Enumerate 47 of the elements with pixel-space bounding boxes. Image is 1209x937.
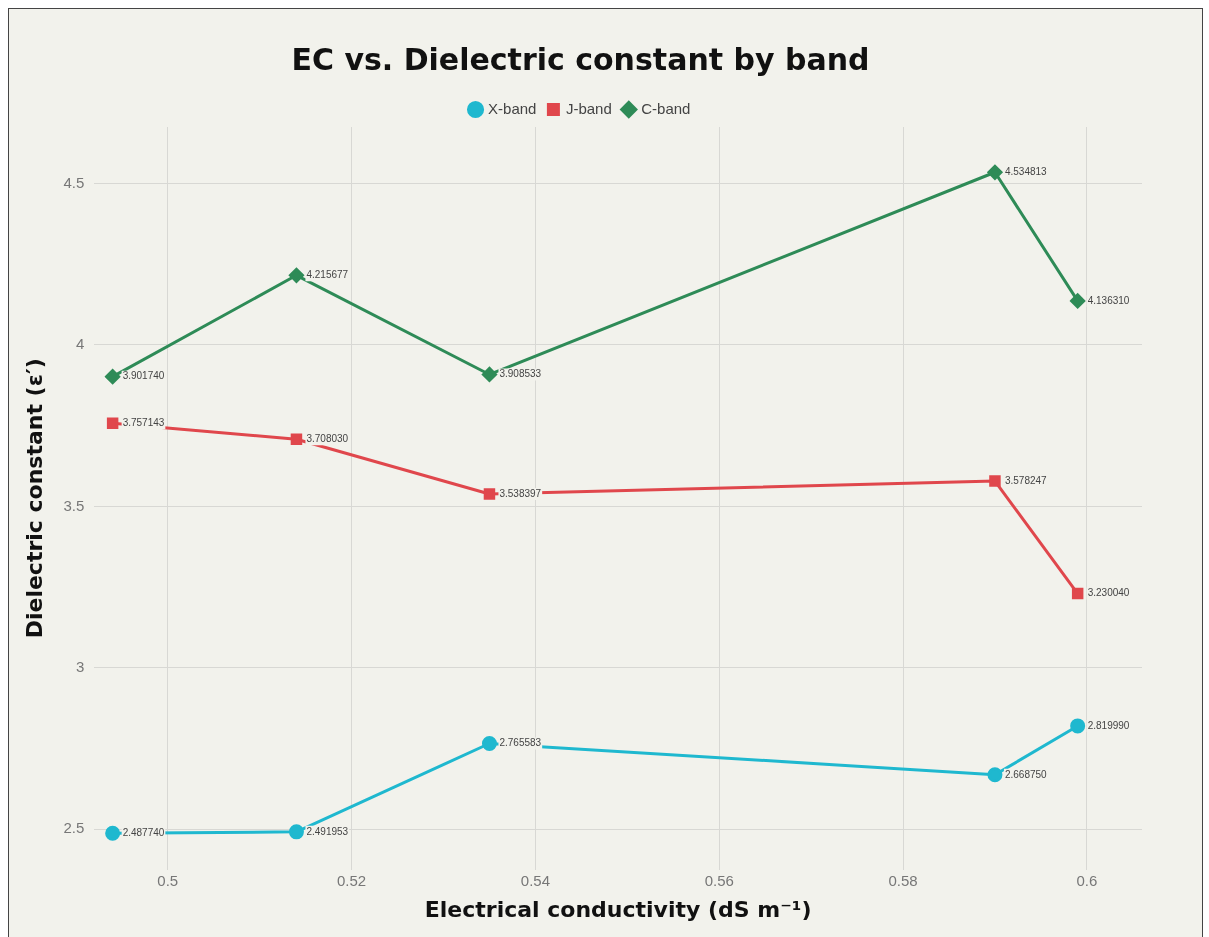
- legend-label: C-band: [641, 99, 691, 117]
- data-label: 2.668750: [1004, 768, 1048, 780]
- point: [290, 433, 303, 445]
- data-label: 3.901740: [122, 370, 165, 382]
- data-label: 2.819990: [1087, 719, 1130, 731]
- y-tick-label: 3.5: [63, 496, 85, 514]
- x-tick-label: 0.52: [336, 871, 367, 889]
- point: [481, 735, 497, 751]
- point: [989, 475, 1001, 487]
- data-label: 4.215677: [306, 269, 349, 281]
- data-label: 4.136310: [1087, 294, 1130, 306]
- data-label: 3.578247: [1004, 474, 1048, 486]
- y-tick-label: 3: [75, 657, 85, 675]
- legend-label: J-band: [565, 99, 612, 117]
- y-tick-label: 4.5: [63, 173, 85, 191]
- x-tick-label: 0.5: [157, 871, 179, 889]
- data-label: 3.908533: [499, 368, 542, 380]
- y-axis-title: Dielectric constant (ε′): [21, 358, 47, 639]
- x-tick-label: 0.58: [888, 871, 918, 889]
- point: [106, 417, 119, 430]
- point: [483, 488, 496, 500]
- x-tick-label: 0.6: [1076, 871, 1098, 889]
- legend-label: X-band: [488, 99, 537, 117]
- data-label: 3.230040: [1087, 587, 1130, 599]
- data-label: 2.491953: [306, 825, 349, 837]
- point: [1071, 587, 1084, 600]
- point: [481, 366, 497, 382]
- point: [1070, 718, 1086, 734]
- y-tick-label: 2.5: [63, 819, 85, 837]
- data-label: 2.487740: [122, 826, 165, 838]
- data-label: 3.538397: [499, 487, 542, 499]
- point: [288, 824, 304, 840]
- x-tick-label: 0.54: [520, 871, 551, 889]
- point: [987, 164, 1003, 180]
- chart-title: EC vs. Dielectric constant by band: [291, 41, 870, 77]
- data-label: 3.757143: [122, 417, 165, 429]
- x-tick-label: 0.56: [704, 871, 734, 889]
- data-label: 4.534813: [1004, 166, 1048, 178]
- x-axis-title: Electrical conductivity (dS m⁻¹): [424, 896, 812, 922]
- data-label: 2.765583: [499, 737, 542, 749]
- data-label: 3.708030: [306, 432, 349, 444]
- point: [105, 369, 121, 385]
- point: [987, 767, 1003, 783]
- y-tick-label: 4: [75, 335, 85, 353]
- point: [105, 825, 121, 841]
- point: [288, 267, 304, 283]
- point: [1070, 293, 1086, 309]
